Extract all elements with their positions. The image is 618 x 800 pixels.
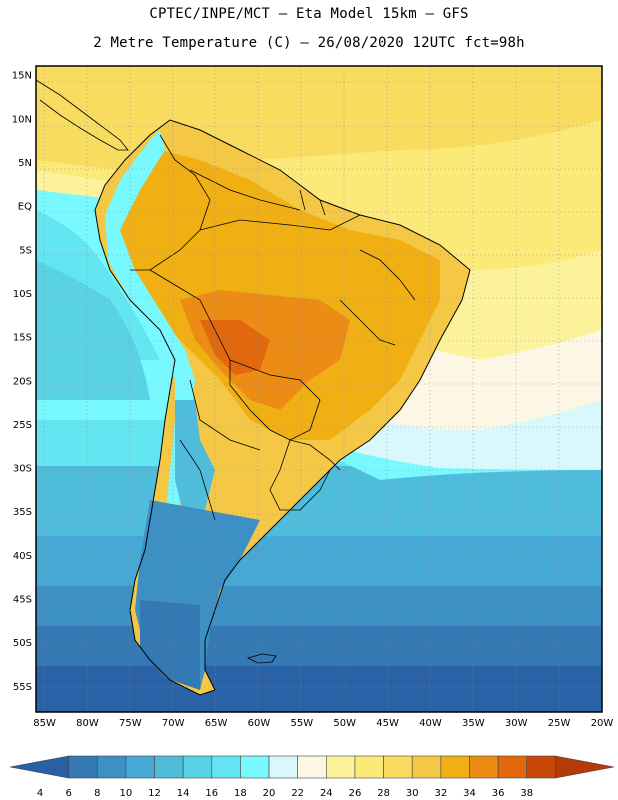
colorbar-swatch [326, 755, 356, 779]
colorbar-tick-label: 32 [434, 788, 447, 799]
colorbar-swatch [96, 755, 127, 779]
colorbar-swatch [497, 755, 528, 779]
colorbar-swatch [469, 755, 499, 779]
lon-label: 25W [548, 718, 571, 729]
lon-label: 60W [248, 718, 271, 729]
country-borders [130, 134, 416, 521]
colorbar-arrow-low [9, 755, 69, 779]
lon-label: 35W [462, 718, 485, 729]
colorbar-swatch [526, 755, 556, 779]
colorbar-tick-label: 12 [148, 788, 161, 799]
lon-label: 55W [291, 718, 314, 729]
colorbar-tick-label: 34 [463, 788, 476, 799]
lat-label: 10N [12, 114, 32, 125]
longitude-labels: 85W 80W 75W 70W 65W 60W 55W 50W 45W 40W 35W 30W 25W 2… [33, 718, 613, 729]
colorbar [9, 755, 615, 779]
colorbar-tick-label: 8 [94, 788, 100, 799]
colorbar-tick-label: 28 [377, 788, 390, 799]
colorbar-swatch [68, 755, 98, 779]
colorbar-tick-label: 36 [492, 788, 505, 799]
colorbar-swatch [354, 755, 384, 779]
lat-label: 50S [13, 638, 32, 649]
lon-label: 40W [419, 718, 442, 729]
lat-label: EQ [18, 202, 32, 213]
chart-title: CPTEC/INPE/MCT – Eta Model 15km – GFS [149, 6, 469, 22]
lat-label: 55S [13, 682, 32, 693]
colorbar-tick-label: 18 [234, 788, 247, 799]
colorbar-tick-label: 22 [291, 788, 304, 799]
lat-label: 30S [13, 464, 32, 475]
colorbar-tick-label: 30 [406, 788, 419, 799]
map-frame [35, 65, 603, 713]
lat-label: 45S [13, 595, 32, 606]
lon-label: 80W [76, 718, 99, 729]
colorbar-tick-label: 20 [263, 788, 276, 799]
colorbar-tick-label: 6 [65, 788, 71, 799]
lon-label: 65W [205, 718, 228, 729]
temperature-field [36, 66, 602, 712]
colorbar-swatch [297, 755, 327, 779]
colorbar-swatch [211, 755, 241, 779]
colorbar-swatch [411, 755, 442, 779]
colorbar-swatch [154, 755, 184, 779]
lat-label: 10S [13, 289, 32, 300]
colorbar-arrow-high [555, 755, 615, 779]
colorbar-tick-label: 16 [205, 788, 218, 799]
lat-label: 25S [13, 420, 32, 431]
colorbar-tick-label: 14 [177, 788, 190, 799]
lon-label: 20W [591, 718, 614, 729]
colorbar-swatch [440, 755, 470, 779]
colorbar-tick-label: 38 [520, 788, 533, 799]
chart-subtitle: 2 Metre Temperature (C) – 26/08/2020 12U… [93, 35, 525, 51]
lon-label: 45W [376, 718, 399, 729]
latitude-labels: 15N 10N 5N EQ 5S 10S 15S 20S 25S 30S 35S 40S 45S 50S 5… [12, 71, 32, 693]
colorbar-swatch [182, 755, 213, 779]
colorbar-tick-label: 24 [320, 788, 333, 799]
lat-label: 35S [13, 507, 32, 518]
colorbar-swatch [240, 755, 270, 779]
colorbar-swatch [383, 755, 413, 779]
lat-label: 15S [13, 333, 32, 344]
lon-label: 75W [119, 718, 142, 729]
colorbar-tick-label: 26 [349, 788, 362, 799]
colorbar-swatch [125, 755, 155, 779]
lat-label: 40S [13, 551, 32, 562]
lon-label: 30W [505, 718, 528, 729]
lat-label: 20S [13, 376, 32, 387]
lon-label: 85W [33, 718, 56, 729]
lon-label: 70W [162, 718, 185, 729]
lat-label: 5S [19, 245, 32, 256]
colorbar-tick-label: 4 [37, 788, 43, 799]
lon-label: 50W [333, 718, 356, 729]
lat-label: 15N [12, 71, 32, 82]
lat-label: 5N [18, 158, 32, 169]
colorbar-tick-label: 10 [120, 788, 133, 799]
colorbar-swatch [268, 755, 298, 779]
colorbar-labels: 4 6 8 10 12 14 16 18 20 22 24 26 28 30 32 34 36 38 [37, 788, 533, 799]
